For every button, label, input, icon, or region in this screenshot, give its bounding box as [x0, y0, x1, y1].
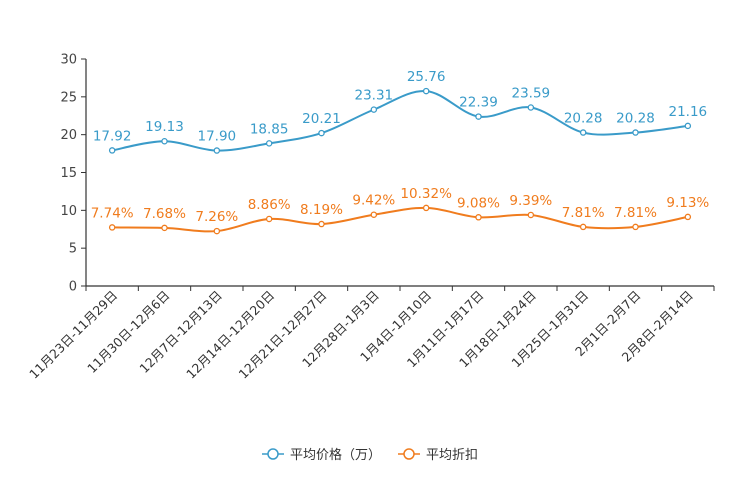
- data-label: 8.86%: [248, 197, 291, 213]
- x-category-label: 11月23日-11月29日: [26, 288, 120, 382]
- series-line: [111, 90, 688, 152]
- data-point[interactable]: [684, 122, 692, 130]
- data-point[interactable]: [579, 129, 587, 136]
- legend-item-0[interactable]: 平均价格（万）: [262, 447, 381, 463]
- data-point[interactable]: [161, 137, 168, 145]
- y-tick-label: 30: [60, 53, 77, 68]
- legend-marker-icon: [403, 448, 415, 460]
- series-line: [112, 206, 689, 233]
- y-tick-label: 10: [60, 204, 77, 219]
- data-point[interactable]: [632, 223, 639, 231]
- data-label: 20.28: [616, 111, 655, 127]
- data-label: 8.19%: [300, 202, 343, 218]
- data-point[interactable]: [161, 224, 168, 232]
- data-label: 9.08%: [457, 195, 500, 211]
- series-1: 7.74% 7.68% 7.26% 8.86% 8.19% 9.42% 10.32% 9.08…: [91, 186, 709, 235]
- y-tick-label: 20: [60, 128, 77, 143]
- data-label: 21.16: [669, 104, 708, 120]
- data-label: 7.81%: [562, 205, 605, 221]
- y-tick-label: 0: [69, 280, 77, 295]
- data-label: 19.13: [145, 119, 184, 135]
- legend-item-1[interactable]: 平均折扣: [398, 448, 478, 463]
- data-label: 7.74%: [91, 205, 134, 221]
- data-label: 25.76: [407, 69, 446, 85]
- data-point[interactable]: [265, 140, 273, 147]
- x-category-label: 12月21日-12月27日: [235, 288, 329, 382]
- data-point[interactable]: [213, 147, 221, 154]
- data-point[interactable]: [108, 224, 116, 231]
- data-label: 10.32%: [400, 186, 452, 202]
- series-0: 17.92 19.13 17.90 18.85 20.21 23.31 25.76 22.39…: [93, 69, 708, 154]
- data-point[interactable]: [370, 106, 378, 113]
- legend-label: 平均折扣: [426, 448, 478, 463]
- data-label: 7.68%: [143, 206, 186, 222]
- y-tick-label: 5: [69, 242, 77, 257]
- data-label: 23.59: [512, 86, 551, 102]
- legend-marker-icon: [267, 448, 279, 460]
- data-label: 7.81%: [614, 205, 657, 221]
- data-label: 9.39%: [509, 193, 552, 209]
- data-label: 20.21: [302, 111, 341, 127]
- series-layer: 17.92 19.13 17.90 18.85 20.21 23.31 25.76 22.39…: [91, 69, 709, 235]
- data-point[interactable]: [422, 204, 430, 212]
- data-point[interactable]: [265, 215, 273, 223]
- data-point[interactable]: [475, 214, 482, 221]
- data-point[interactable]: [632, 129, 639, 136]
- data-label: 17.90: [198, 129, 237, 145]
- y-tick-label: 15: [60, 166, 77, 181]
- data-point[interactable]: [422, 87, 430, 95]
- data-point[interactable]: [213, 227, 221, 235]
- data-point[interactable]: [318, 220, 325, 228]
- data-label: 9.42%: [352, 193, 395, 209]
- data-point[interactable]: [108, 147, 116, 154]
- data-point[interactable]: [318, 129, 325, 137]
- data-point[interactable]: [527, 104, 535, 111]
- data-label: 20.28: [564, 111, 603, 127]
- data-point[interactable]: [684, 213, 692, 221]
- legend-label: 平均价格（万）: [290, 447, 381, 463]
- data-point[interactable]: [579, 223, 587, 231]
- data-label: 23.31: [355, 88, 394, 104]
- data-label: 18.85: [250, 121, 289, 137]
- data-point[interactable]: [370, 211, 378, 218]
- data-label: 22.39: [459, 95, 498, 111]
- data-point[interactable]: [475, 113, 482, 120]
- data-label: 7.26%: [195, 209, 238, 225]
- data-point[interactable]: [527, 211, 535, 219]
- chart-legend[interactable]: 平均价格（万） 平均折扣: [262, 447, 478, 463]
- y-tick-label: 25: [60, 90, 77, 105]
- x-category-label: 12月14日-12月20日: [183, 288, 277, 382]
- data-label: 9.13%: [666, 195, 709, 211]
- data-label: 17.92: [93, 128, 132, 144]
